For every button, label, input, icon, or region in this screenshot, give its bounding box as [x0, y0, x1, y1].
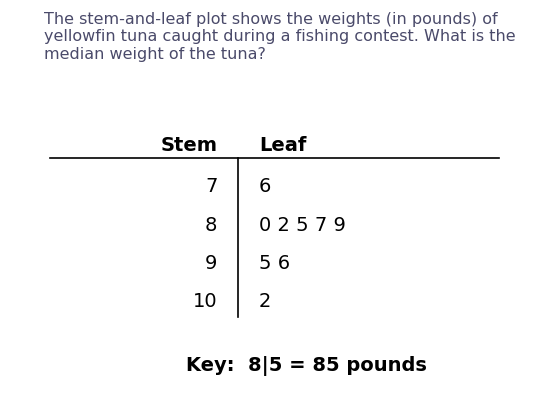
Text: 0 2 5 7 9: 0 2 5 7 9 — [259, 215, 346, 234]
Text: 9: 9 — [205, 253, 217, 272]
Text: 7: 7 — [205, 177, 217, 196]
Text: 10: 10 — [193, 291, 217, 310]
Text: The stem-and-leaf plot shows the weights (in pounds) of
yellowfin tuna caught du: The stem-and-leaf plot shows the weights… — [44, 12, 516, 62]
Text: 2: 2 — [259, 291, 272, 310]
Text: 6: 6 — [259, 177, 272, 196]
Text: Leaf: Leaf — [259, 136, 306, 154]
Text: Key:  8|5 = 85 pounds: Key: 8|5 = 85 pounds — [186, 355, 427, 375]
Text: 5 6: 5 6 — [259, 253, 290, 272]
Text: Stem: Stem — [160, 136, 217, 154]
Text: 8: 8 — [205, 215, 217, 234]
